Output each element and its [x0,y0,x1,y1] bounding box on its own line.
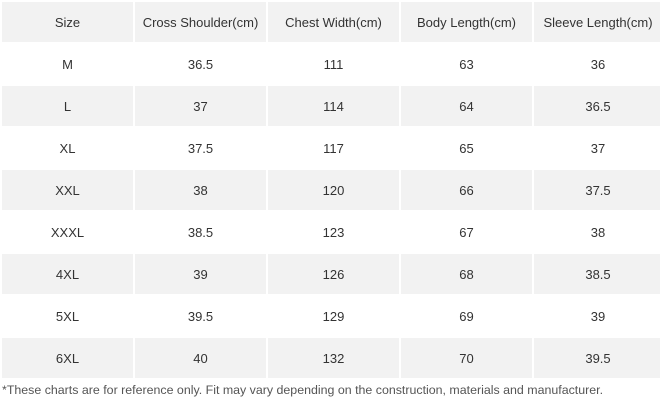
cell-body-length: 70 [401,338,532,378]
cell-chest-width: 114 [268,86,399,126]
reference-footnote: *These charts are for reference only. Fi… [2,383,604,397]
cell-chest-width: 132 [268,338,399,378]
table-row: 4XL 39 126 68 38.5 [2,254,660,294]
cell-chest-width: 126 [268,254,399,294]
cell-cross-shoulder: 40 [135,338,266,378]
cell-chest-width: 111 [268,44,399,84]
cell-body-length: 67 [401,212,532,252]
table-row: XL 37.5 117 65 37 [2,128,660,168]
header-size: Size [2,2,133,42]
table-row: 6XL 40 132 70 39.5 [2,338,660,378]
table-row: XXL 38 120 66 37.5 [2,170,660,210]
cell-sleeve-length: 36.5 [534,86,660,126]
cell-cross-shoulder: 39 [135,254,266,294]
cell-size: XL [2,128,133,168]
size-table: Size Cross Shoulder(cm) Chest Width(cm) … [2,2,660,378]
cell-sleeve-length: 38.5 [534,254,660,294]
cell-cross-shoulder: 37.5 [135,128,266,168]
cell-size: 6XL [2,338,133,378]
cell-body-length: 64 [401,86,532,126]
cell-size: 4XL [2,254,133,294]
cell-body-length: 69 [401,296,532,336]
cell-cross-shoulder: 36.5 [135,44,266,84]
cell-sleeve-length: 38 [534,212,660,252]
cell-sleeve-length: 36 [534,44,660,84]
cell-size: M [2,44,133,84]
cell-sleeve-length: 39 [534,296,660,336]
header-sleeve-length: Sleeve Length(cm) [534,2,660,42]
cell-cross-shoulder: 38.5 [135,212,266,252]
table-row: L 37 114 64 36.5 [2,86,660,126]
table-header-row: Size Cross Shoulder(cm) Chest Width(cm) … [2,2,660,42]
header-cross-shoulder: Cross Shoulder(cm) [135,2,266,42]
cell-size: XXXL [2,212,133,252]
cell-cross-shoulder: 39.5 [135,296,266,336]
cell-size: L [2,86,133,126]
header-chest-width: Chest Width(cm) [268,2,399,42]
cell-sleeve-length: 37.5 [534,170,660,210]
cell-body-length: 65 [401,128,532,168]
header-body-length: Body Length(cm) [401,2,532,42]
table-row: 5XL 39.5 129 69 39 [2,296,660,336]
cell-body-length: 63 [401,44,532,84]
cell-chest-width: 120 [268,170,399,210]
table-row: XXXL 38.5 123 67 38 [2,212,660,252]
cell-chest-width: 123 [268,212,399,252]
cell-sleeve-length: 37 [534,128,660,168]
cell-body-length: 68 [401,254,532,294]
cell-chest-width: 117 [268,128,399,168]
table-row: M 36.5 111 63 36 [2,44,660,84]
cell-body-length: 66 [401,170,532,210]
cell-size: XXL [2,170,133,210]
cell-chest-width: 129 [268,296,399,336]
cell-size: 5XL [2,296,133,336]
cell-cross-shoulder: 38 [135,170,266,210]
cell-sleeve-length: 39.5 [534,338,660,378]
cell-cross-shoulder: 37 [135,86,266,126]
